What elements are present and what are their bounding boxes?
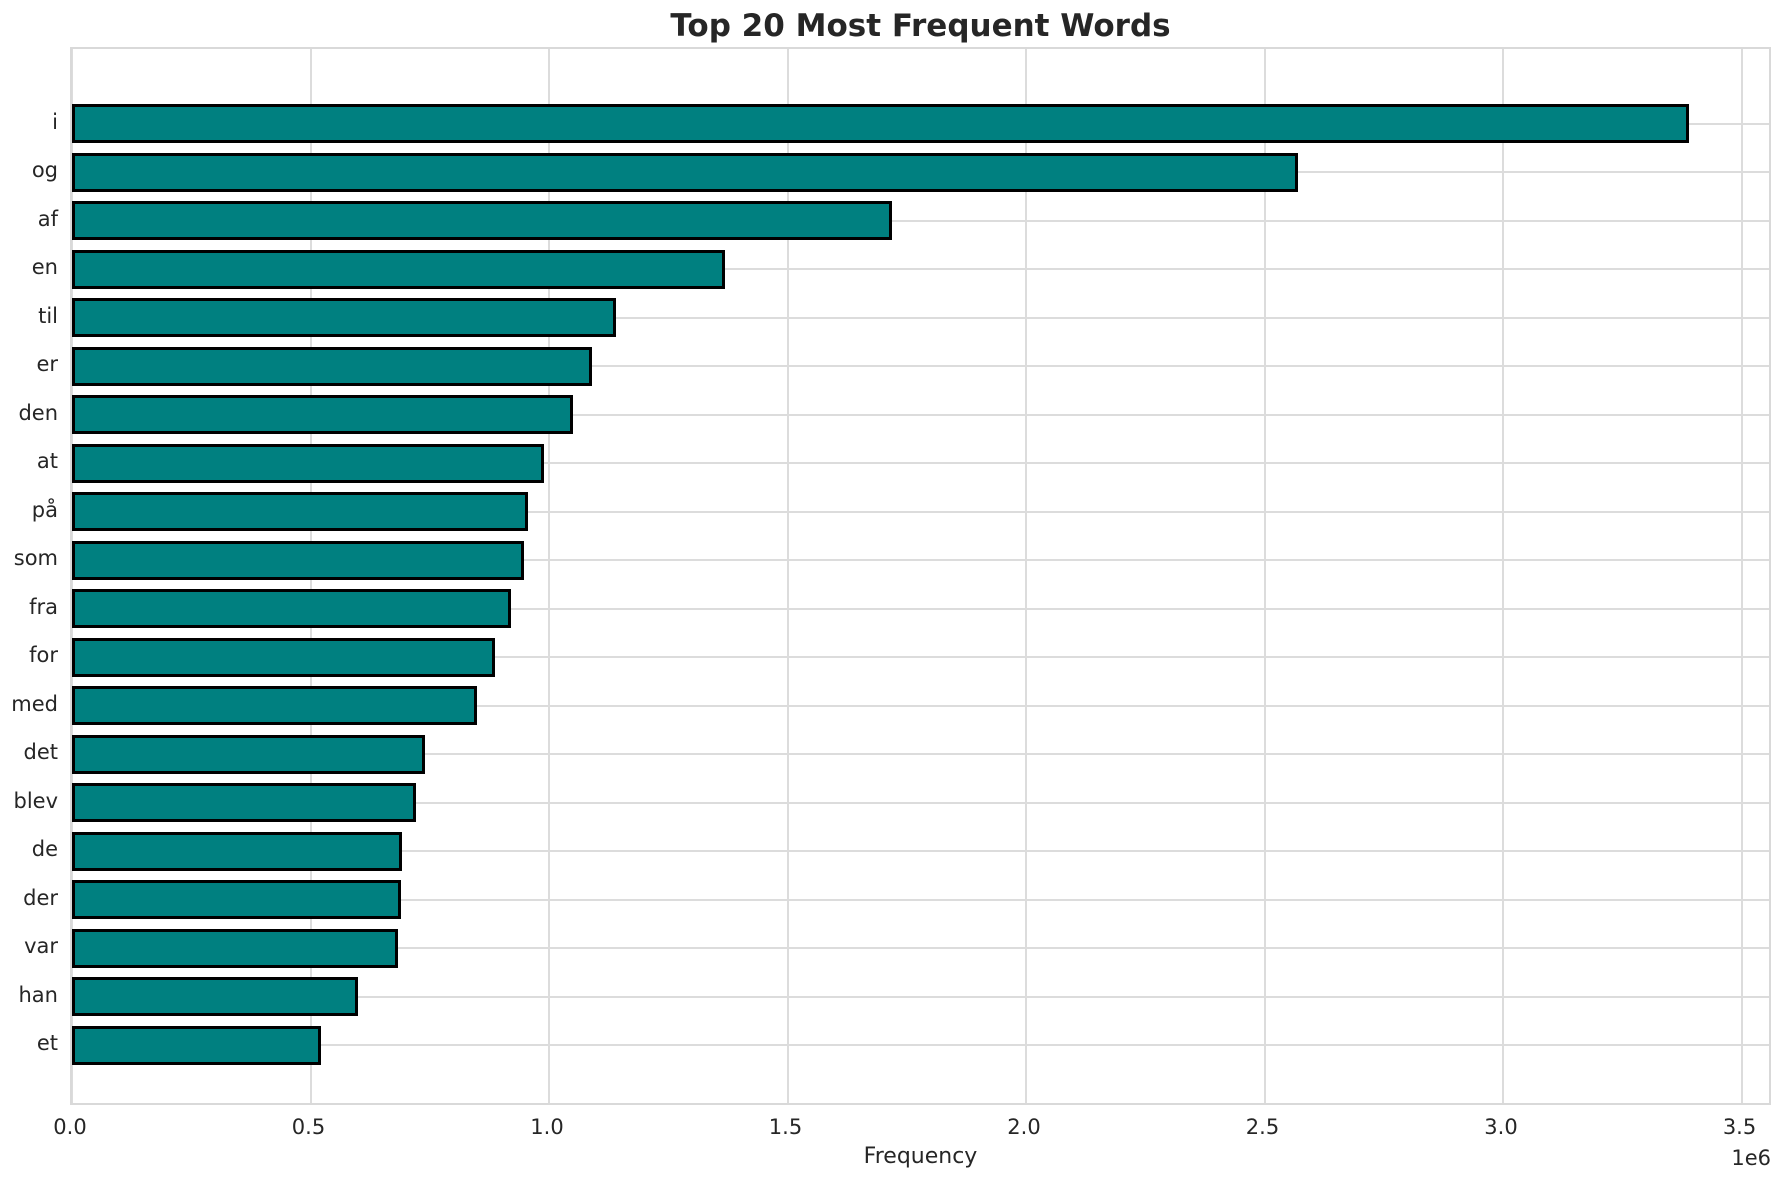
x-axis-label: Frequency	[863, 1144, 978, 1169]
y-tick-label: fra	[29, 594, 58, 619]
horizontal-gridline	[72, 607, 1769, 610]
bar	[72, 152, 1298, 192]
x-tick-label: 3.5	[1722, 1115, 1757, 1139]
y-tick-label: af	[37, 206, 58, 231]
bar	[72, 492, 529, 532]
x-tick-label: 1.0	[530, 1115, 564, 1139]
bar	[72, 201, 893, 241]
bar	[72, 880, 401, 920]
horizontal-gridline	[72, 898, 1769, 901]
bar	[72, 346, 592, 386]
y-tick-label: var	[24, 934, 58, 959]
y-tick-label: i	[52, 109, 58, 134]
bar	[72, 977, 358, 1017]
vertical-gridline	[1502, 49, 1504, 1103]
bar	[72, 104, 1690, 144]
horizontal-gridline	[72, 704, 1769, 707]
y-tick-label: han	[18, 982, 59, 1007]
x-tick-label: 2.0	[1007, 1115, 1041, 1139]
bar	[72, 831, 402, 871]
horizontal-gridline	[72, 462, 1769, 465]
horizontal-gridline	[72, 268, 1769, 271]
chart-title: Top 20 Most Frequent Words	[670, 8, 1171, 44]
x-tick-label: 0.5	[291, 1115, 326, 1139]
vertical-gridline	[786, 49, 789, 1103]
axis-offset-label: 1e6	[1731, 1146, 1771, 1170]
bar	[72, 928, 398, 968]
y-tick-label: med	[11, 691, 58, 716]
horizontal-gridline	[72, 1044, 1769, 1047]
y-tick-label: en	[31, 255, 58, 280]
y-tick-label: på	[31, 497, 58, 522]
y-tick-label: det	[23, 740, 58, 765]
horizontal-gridline	[72, 753, 1769, 756]
y-tick-label: og	[31, 158, 58, 183]
vertical-gridline	[1025, 49, 1027, 1103]
y-tick-label: et	[36, 1031, 58, 1056]
horizontal-gridline	[72, 413, 1769, 416]
y-tick-label: er	[36, 352, 58, 377]
bar	[72, 395, 573, 435]
y-tick-label: blev	[13, 788, 58, 813]
bar	[72, 783, 417, 823]
horizontal-gridline	[72, 850, 1769, 853]
x-tick-label: 1.5	[768, 1115, 803, 1139]
horizontal-gridline	[72, 219, 1769, 222]
x-tick-label: 0.0	[53, 1115, 87, 1139]
y-tick-label: til	[38, 303, 58, 328]
vertical-gridline	[1740, 49, 1743, 1103]
horizontal-gridline	[72, 656, 1769, 659]
bar	[72, 249, 726, 289]
y-tick-label: som	[13, 546, 58, 571]
x-tick-label: 2.5	[1245, 1115, 1280, 1139]
bar	[72, 734, 425, 774]
horizontal-gridline	[72, 559, 1769, 562]
y-tick-label: den	[18, 400, 58, 425]
bar	[72, 589, 511, 629]
bar	[72, 540, 525, 580]
bar	[72, 443, 545, 483]
horizontal-gridline	[72, 316, 1769, 319]
horizontal-gridline	[72, 947, 1769, 950]
y-tick-label: for	[29, 643, 58, 668]
y-tick-label: der	[23, 885, 58, 910]
y-tick-label: de	[31, 837, 58, 862]
horizontal-gridline	[72, 801, 1769, 804]
plot-area	[70, 47, 1771, 1105]
horizontal-gridline	[72, 365, 1769, 368]
bar	[72, 1025, 321, 1065]
horizontal-gridline	[72, 995, 1769, 998]
bar	[72, 686, 477, 726]
y-tick-label: at	[36, 449, 58, 474]
horizontal-gridline	[72, 510, 1769, 513]
bar	[72, 298, 616, 338]
vertical-gridline	[548, 49, 550, 1103]
bar	[72, 637, 496, 677]
x-tick-label: 3.0	[1484, 1115, 1518, 1139]
vertical-gridline	[1263, 49, 1266, 1103]
